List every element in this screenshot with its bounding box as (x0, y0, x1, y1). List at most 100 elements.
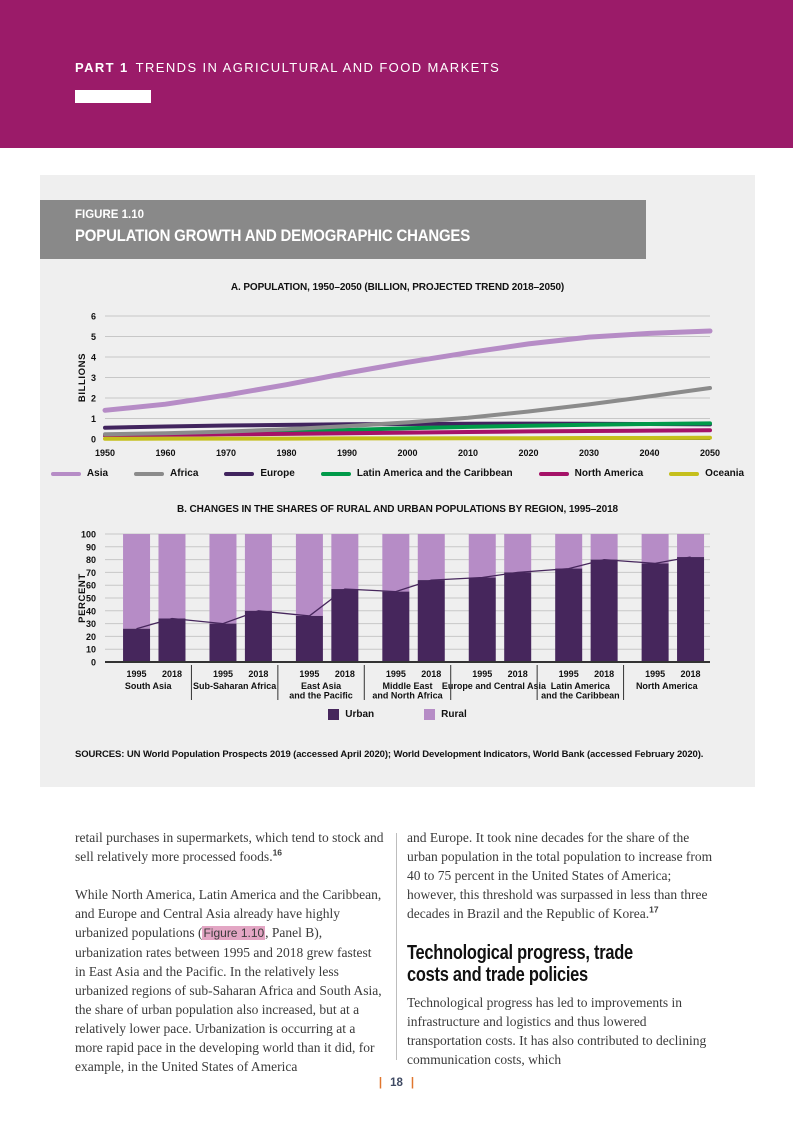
urban-trend-line (136, 556, 691, 630)
chart-a-title: A. POPULATION, 1950–2050 (BILLION, PROJE… (230, 282, 565, 293)
svg-text:2018: 2018 (162, 669, 182, 679)
svg-text:Europe and Central Asia: Europe and Central Asia (442, 681, 547, 691)
chart-a-ylabel: BILLIONS (77, 353, 88, 402)
legend-label: Asia (86, 468, 109, 479)
figure-number: FIGURE 1.10 (75, 209, 145, 221)
svg-text:1950: 1950 (95, 448, 115, 458)
svg-text:1995: 1995 (645, 669, 665, 679)
chart-b-title: B. CHANGES IN THE SHARES OF RURAL AND UR… (177, 504, 618, 515)
svg-text:1995: 1995 (213, 669, 233, 679)
legend-swatch (669, 471, 700, 476)
svg-text:100: 100 (81, 530, 96, 540)
page-footer: | 18 | (0, 1077, 793, 1089)
svg-text:50: 50 (86, 594, 96, 604)
legend-label: North America (574, 468, 644, 479)
svg-text:and the Pacific: and the Pacific (289, 691, 353, 701)
svg-text:3: 3 (91, 373, 96, 383)
paragraph: and Europe. It took nine decades for the… (407, 828, 717, 923)
svg-text:2018: 2018 (248, 669, 268, 679)
svg-text:2018: 2018 (681, 669, 701, 679)
series-line-africa (103, 386, 712, 437)
svg-text:Sub-Saharan Africa: Sub-Saharan Africa (193, 681, 277, 691)
svg-text:60: 60 (86, 581, 96, 591)
figure-sources: SOURCES: UN World Population Prospects 2… (75, 749, 704, 760)
legend-item-europe: Europe (224, 468, 295, 479)
svg-text:2: 2 (91, 394, 96, 404)
svg-text:2050: 2050 (700, 448, 720, 458)
svg-text:2000: 2000 (397, 448, 417, 458)
svg-text:0: 0 (91, 435, 96, 445)
svg-text:2010: 2010 (458, 448, 478, 458)
legend-item-rural: Rural (424, 709, 467, 720)
svg-text:40: 40 (86, 606, 96, 616)
paragraph-text: retail purchases in supermarkets, which … (75, 830, 384, 864)
svg-text:1980: 1980 (276, 448, 296, 458)
paragraph: Technological progress has led to improv… (407, 995, 707, 1067)
figure-title-band: FIGURE 1.10 POPULATION GROWTH AND DEMOGR… (40, 200, 646, 259)
chart-a-legend: Asia Africa Europe Latin America and the Ca… (40, 468, 755, 479)
svg-text:5: 5 (91, 332, 96, 342)
legend-swatch (538, 471, 569, 476)
paragraph-text: and Europe. It took nine decades for the… (407, 830, 713, 921)
svg-text:Middle East: Middle East (382, 681, 432, 691)
footnote-ref-16[interactable]: 16 (272, 847, 283, 858)
chart-a-x-labels: 1950 1960 1970 1980 1990 2000 2010 2020 2030 2040… (95, 448, 720, 458)
part-title: PART 1 TRENDS IN AGRICULTURAL AND FOOD MA… (75, 60, 500, 75)
svg-text:2018: 2018 (594, 669, 614, 679)
paragraph: While North America, Latin America and t… (75, 885, 384, 1076)
svg-text:6: 6 (91, 312, 96, 322)
svg-text:1995: 1995 (559, 669, 579, 679)
series-line-asia (102, 328, 713, 413)
svg-text:2030: 2030 (579, 448, 599, 458)
svg-text:2020: 2020 (518, 448, 538, 458)
svg-text:20: 20 (86, 632, 96, 642)
chart-b-ylabel: PERCENT (77, 573, 88, 623)
series-line-oceania (103, 435, 712, 441)
svg-text:East Asia: East Asia (301, 681, 342, 691)
svg-text:and the Caribbean: and the Caribbean (541, 691, 620, 701)
svg-text:10: 10 (86, 645, 96, 655)
legend-swatch (134, 471, 165, 476)
svg-text:30: 30 (86, 619, 96, 629)
legend-item-oceania: Oceania (669, 468, 744, 479)
svg-text:1970: 1970 (216, 448, 236, 458)
paragraph: retail purchases in supermarkets, which … (75, 828, 384, 866)
part-label: PART 1 (75, 60, 129, 75)
svg-text:80: 80 (86, 555, 96, 565)
page-number-bar-left: | (378, 1077, 383, 1089)
page-number-bar-right: | (410, 1077, 415, 1089)
legend-item-latin-america-and-the-caribbean: Latin America and the Caribbean (320, 468, 513, 479)
svg-text:1995: 1995 (472, 669, 492, 679)
part-header-band: PART 1 TRENDS IN AGRICULTURAL AND FOOD MA… (0, 0, 793, 148)
footnote-ref-17[interactable]: 17 (649, 904, 659, 915)
svg-text:90: 90 (86, 542, 96, 552)
legend-item-north-america: North America (538, 468, 644, 479)
part-title-text: TRENDS IN AGRICULTURAL AND FOOD MARKETS (135, 60, 501, 75)
svg-text:2040: 2040 (639, 448, 659, 458)
part-underline-bar (75, 90, 151, 103)
legend-swatch (224, 471, 255, 476)
legend-label: Africa (170, 468, 199, 479)
page-number: 18 (390, 1077, 403, 1089)
section-heading: Technological progress, trade costs and … (407, 942, 633, 986)
svg-text:and North Africa: and North Africa (372, 691, 443, 701)
svg-text:4: 4 (91, 353, 96, 363)
figure-reference-link[interactable]: Figure 1.10 (202, 926, 266, 940)
svg-text:2018: 2018 (335, 669, 355, 679)
svg-text:1990: 1990 (337, 448, 357, 458)
chart-b-bars: 1995 2018 South Asia 1995 2018 Sub-Saharan Af… (123, 534, 705, 701)
legend-label: Europe (260, 468, 295, 479)
svg-text:2018: 2018 (508, 669, 528, 679)
svg-text:1995: 1995 (386, 669, 406, 679)
svg-text:Latin America: Latin America (551, 681, 611, 691)
body-column-right: and Europe. It took nine decades for the… (407, 828, 717, 1088)
svg-text:1: 1 (91, 414, 96, 424)
legend-swatch (424, 709, 436, 720)
legend-label: Rural (441, 709, 467, 720)
paragraph-text: , Panel B), urbanization rates between 1… (75, 925, 382, 1074)
legend-label: Latin America and the Caribbean (356, 468, 513, 479)
legend-swatch (50, 471, 81, 476)
svg-text:2018: 2018 (421, 669, 441, 679)
svg-text:0: 0 (91, 658, 96, 668)
